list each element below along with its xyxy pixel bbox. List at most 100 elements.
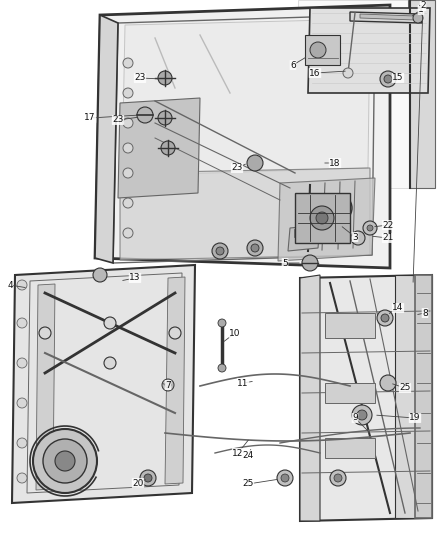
Circle shape [330, 470, 346, 486]
Circle shape [247, 240, 263, 256]
Circle shape [17, 438, 27, 448]
Circle shape [158, 71, 172, 85]
Bar [294, 229, 302, 237]
Polygon shape [300, 275, 320, 521]
Text: 25: 25 [399, 384, 411, 392]
Polygon shape [278, 178, 375, 261]
Circle shape [104, 357, 116, 369]
Polygon shape [360, 14, 415, 20]
Text: 23: 23 [134, 74, 146, 83]
Bar [325, 313, 375, 338]
Circle shape [413, 13, 423, 23]
Circle shape [123, 228, 133, 238]
Circle shape [17, 318, 27, 328]
Circle shape [310, 206, 334, 230]
Circle shape [302, 255, 318, 271]
Text: 22: 22 [382, 221, 394, 230]
Text: 20: 20 [132, 479, 144, 488]
Text: 23: 23 [231, 164, 243, 173]
Text: 19: 19 [409, 414, 421, 423]
Text: 6: 6 [290, 61, 296, 69]
Text: 8: 8 [422, 309, 428, 318]
Circle shape [162, 379, 174, 391]
Circle shape [352, 405, 372, 425]
Circle shape [277, 470, 293, 486]
Circle shape [137, 107, 153, 123]
Polygon shape [12, 265, 195, 503]
Circle shape [43, 439, 87, 483]
Text: 18: 18 [329, 158, 341, 167]
Circle shape [212, 243, 228, 259]
Text: 17: 17 [84, 114, 96, 123]
Circle shape [33, 429, 97, 493]
Circle shape [381, 314, 389, 322]
Circle shape [144, 474, 152, 482]
Circle shape [123, 88, 133, 98]
Bar [295, 193, 350, 243]
Text: 3: 3 [352, 232, 358, 241]
Circle shape [161, 141, 175, 155]
Circle shape [123, 198, 133, 208]
Circle shape [17, 398, 27, 408]
Polygon shape [300, 275, 432, 521]
Polygon shape [165, 277, 185, 484]
Text: 1: 1 [418, 5, 424, 14]
Circle shape [169, 327, 181, 339]
Text: 7: 7 [165, 381, 171, 390]
Polygon shape [95, 5, 390, 268]
Text: 10: 10 [229, 328, 241, 337]
Bar [305, 229, 313, 237]
Circle shape [39, 327, 51, 339]
Polygon shape [350, 12, 422, 23]
Circle shape [93, 268, 107, 282]
Text: 16: 16 [309, 69, 321, 77]
Text: 9: 9 [352, 414, 358, 423]
Polygon shape [118, 98, 200, 198]
Circle shape [123, 118, 133, 128]
Text: 15: 15 [392, 74, 404, 83]
Circle shape [316, 212, 328, 224]
Circle shape [324, 194, 352, 222]
Bar [325, 383, 375, 403]
Circle shape [281, 474, 289, 482]
Circle shape [218, 319, 226, 327]
Circle shape [380, 375, 396, 391]
Text: 11: 11 [237, 378, 249, 387]
Circle shape [380, 71, 396, 87]
Text: 23: 23 [112, 116, 124, 125]
Polygon shape [415, 275, 432, 518]
Circle shape [334, 474, 342, 482]
Text: 21: 21 [382, 233, 394, 243]
Text: 25: 25 [242, 480, 254, 489]
Text: 24: 24 [242, 450, 254, 459]
Polygon shape [36, 284, 55, 490]
Circle shape [123, 58, 133, 68]
Circle shape [251, 244, 259, 252]
Circle shape [123, 168, 133, 178]
Circle shape [123, 143, 133, 153]
Polygon shape [120, 168, 370, 260]
Text: 5: 5 [282, 259, 288, 268]
Text: 12: 12 [232, 448, 244, 457]
Polygon shape [95, 15, 118, 263]
Circle shape [330, 200, 346, 216]
Polygon shape [288, 225, 320, 251]
Circle shape [216, 247, 224, 255]
Polygon shape [395, 275, 432, 518]
Circle shape [351, 231, 365, 245]
Text: 4: 4 [7, 280, 13, 289]
Circle shape [17, 473, 27, 483]
Text: 14: 14 [392, 303, 404, 312]
Text: 2: 2 [420, 2, 426, 11]
Polygon shape [298, 0, 435, 188]
Circle shape [158, 111, 172, 125]
Circle shape [310, 42, 326, 58]
Circle shape [363, 221, 377, 235]
Polygon shape [122, 19, 370, 176]
Circle shape [165, 382, 171, 388]
Circle shape [17, 358, 27, 368]
Circle shape [384, 75, 392, 83]
Text: 13: 13 [129, 273, 141, 282]
Circle shape [104, 317, 116, 329]
Circle shape [55, 451, 75, 471]
